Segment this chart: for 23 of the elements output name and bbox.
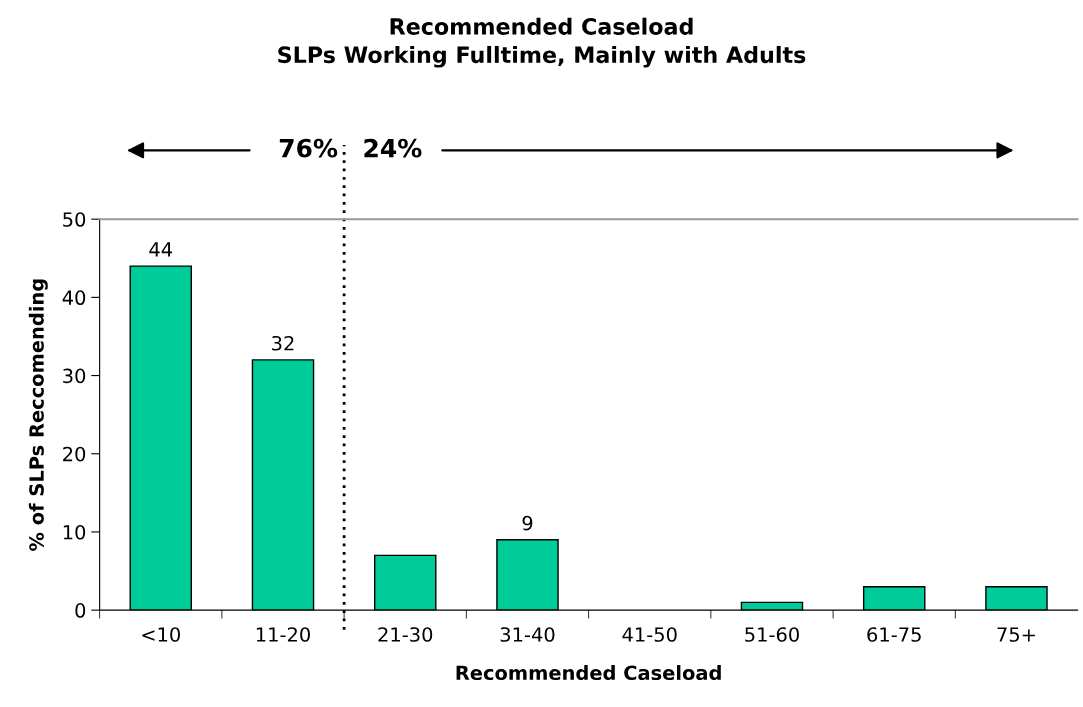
x-tick-label: 51-60 (745, 627, 799, 642)
x-tick-label: 11-20 (256, 627, 310, 642)
text: 76% (279, 138, 338, 158)
chart-title: Recommended Caseload (390, 17, 693, 35)
y-tick-label: 0 (75, 603, 86, 618)
x-tick-label: 61-75 (867, 627, 921, 642)
data-label: 44 (149, 242, 173, 257)
x-tick-label: 41-50 (622, 627, 677, 642)
chart-subtitle: SLPs Working Fulltime, Mainly with Adults (278, 45, 806, 68)
y-tick-label: 10 (63, 524, 86, 540)
y-tick-label: 40 (62, 290, 86, 306)
data-label: 9 (522, 515, 533, 531)
x-tick-label: 31-40 (500, 627, 555, 642)
y-tick-label: 30 (63, 368, 86, 384)
y-tick-label: 20 (63, 446, 86, 462)
data-label: 32 (272, 335, 294, 351)
x-axis-title: Recommended Caseload (456, 665, 721, 681)
x-tick-label: 75+ (997, 627, 1035, 642)
x-tick-label: <10 (142, 627, 180, 642)
y-axis-title: % of SLPs Reccomending (28, 279, 48, 551)
x-tick-label: 21-30 (378, 627, 433, 642)
y-tick-label: 50 (63, 212, 86, 227)
text: 24% (364, 138, 422, 158)
